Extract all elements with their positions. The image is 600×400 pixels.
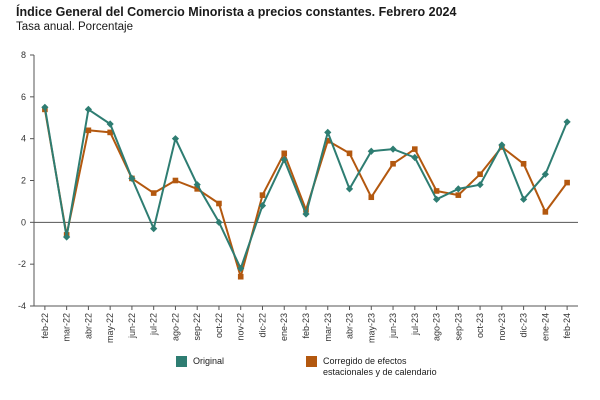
data-point-corregido	[216, 200, 222, 207]
series-line-original	[43, 107, 569, 270]
data-point-original	[215, 218, 223, 226]
data-point-corregido	[281, 150, 288, 157]
x-tick-label: mar-22	[62, 313, 72, 342]
data-point-corregido	[107, 129, 113, 136]
chart-title: Índice General del Comercio Minorista a …	[16, 5, 457, 19]
data-point-corregido	[542, 209, 549, 215]
data-point-original	[84, 105, 92, 113]
legend-item-original: Original	[176, 356, 224, 367]
x-tick-label: sep-23	[453, 313, 463, 341]
x-tick-label: ene-24	[540, 313, 550, 341]
data-point-corregido	[346, 150, 353, 157]
data-point-corregido	[390, 160, 396, 167]
data-point-corregido	[85, 127, 92, 134]
series-line-corregido	[43, 109, 568, 278]
x-tick-label: feb-23	[301, 313, 311, 339]
data-point-original	[563, 118, 571, 126]
data-point-original	[498, 141, 506, 149]
data-point-original	[324, 128, 332, 136]
legend-swatch-original	[176, 356, 187, 367]
x-tick-label: dic-23	[519, 313, 529, 338]
data-point-original	[389, 145, 397, 153]
x-tick-label: oct-23	[475, 313, 485, 338]
x-tick-label: abr-22	[83, 313, 93, 339]
data-point-corregido	[259, 192, 266, 198]
x-tick-label: jun-22	[127, 313, 137, 339]
data-point-corregido	[150, 190, 157, 196]
data-point-original	[106, 120, 114, 128]
data-point-original	[171, 135, 180, 143]
x-tick-label: ago-23	[432, 313, 442, 341]
x-tick-label: ene-23	[279, 313, 289, 341]
x-tick-label: nov-22	[236, 313, 246, 341]
data-point-corregido	[194, 186, 200, 192]
data-point-corregido	[477, 171, 483, 178]
data-point-corregido	[433, 188, 440, 194]
y-tick-label: 0	[21, 217, 26, 227]
data-point-original	[150, 225, 158, 233]
data-point-original	[411, 153, 419, 162]
data-point-original	[63, 233, 71, 241]
y-tick-label: 4	[21, 134, 26, 144]
data-point-original	[237, 264, 245, 272]
data-point-corregido	[455, 192, 462, 198]
data-point-corregido	[324, 137, 331, 144]
data-point-original	[476, 181, 484, 189]
x-tick-label: ago-22	[170, 313, 180, 341]
data-point-corregido	[237, 273, 244, 280]
data-point-corregido	[303, 206, 309, 213]
legend-item-corregido: Corregido de efectos estacionales y de c…	[306, 356, 437, 378]
data-point-original	[454, 185, 462, 193]
x-tick-label: mar-23	[323, 313, 333, 342]
x-tick-label: dic-22	[257, 313, 267, 338]
y-tick-label: 6	[21, 92, 26, 102]
chart-subtitle: Tasa anual. Porcentaje	[16, 21, 133, 33]
data-point-original	[193, 181, 201, 189]
y-tick-label: 2	[21, 176, 26, 186]
x-tick-label: nov-23	[497, 313, 507, 341]
data-point-original	[345, 185, 354, 193]
data-point-corregido	[564, 179, 570, 186]
x-tick-label: may-22	[105, 313, 115, 343]
x-tick-label: jul-22	[149, 313, 159, 336]
legend-swatch-corregido	[306, 356, 317, 367]
data-point-original	[367, 147, 375, 155]
x-tick-label: jul-23	[410, 313, 420, 336]
x-tick-label: sep-22	[192, 313, 202, 341]
data-point-original	[302, 210, 310, 218]
data-point-corregido	[412, 146, 418, 152]
x-tick-label: abr-23	[345, 313, 355, 339]
y-tick-label: -4	[18, 301, 26, 311]
data-point-original	[520, 195, 528, 203]
x-tick-label: feb-22	[40, 313, 50, 339]
data-point-original	[128, 174, 136, 183]
data-point-original	[541, 170, 549, 178]
y-tick-label: 8	[21, 50, 26, 60]
x-tick-label: oct-22	[214, 313, 224, 338]
data-point-original	[258, 202, 267, 210]
x-tick-label: feb-24	[562, 313, 572, 339]
data-point-corregido	[520, 160, 527, 167]
data-point-original	[432, 195, 441, 203]
legend-label-original: Original	[193, 356, 225, 366]
y-tick-label: -2	[18, 259, 26, 269]
legend-label-corregido: Corregido de efectos estacionales y de c…	[323, 356, 437, 377]
x-tick-label: jun-23	[388, 313, 398, 339]
data-point-original	[41, 103, 49, 111]
data-point-original	[280, 155, 288, 164]
data-point-corregido	[172, 177, 179, 184]
x-tick-label: may-23	[366, 313, 376, 343]
data-point-corregido	[368, 194, 375, 201]
